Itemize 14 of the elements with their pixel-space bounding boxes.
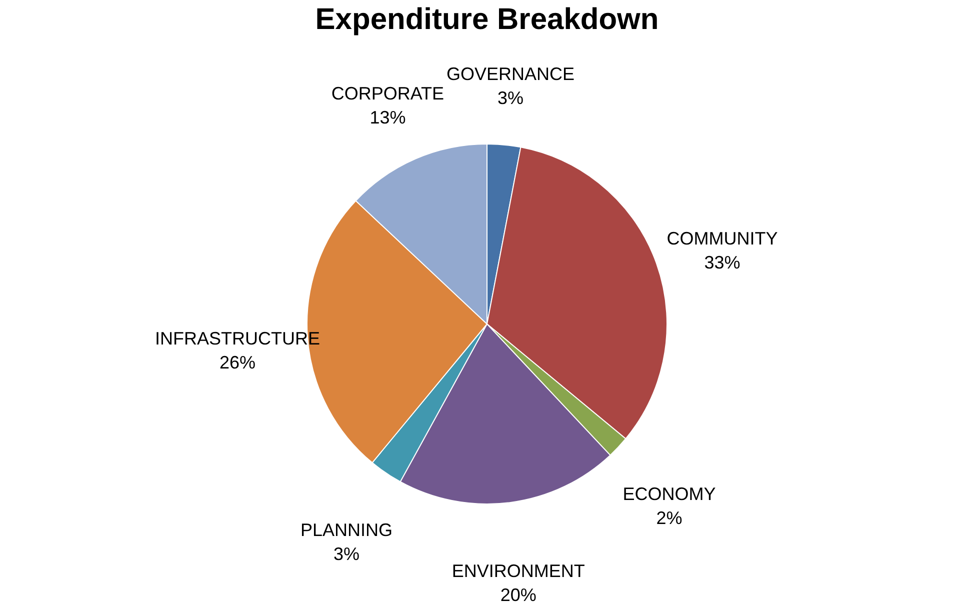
- slice-label: GOVERNANCE: [446, 64, 575, 84]
- data-label: 3%: [333, 544, 360, 564]
- data-label: 33%: [704, 252, 740, 272]
- data-label: 3%: [498, 88, 524, 108]
- slice-label: COMMUNITY: [666, 228, 778, 248]
- slice-label: CORPORATE: [331, 84, 444, 104]
- slice-label: ENVIRONMENT: [452, 561, 585, 582]
- data-label: 26%: [219, 352, 256, 373]
- data-label: 2%: [656, 508, 682, 528]
- slice-label: PLANNING: [300, 520, 392, 540]
- data-label: 20%: [500, 585, 536, 606]
- chart-title: Expenditure Breakdown: [315, 3, 659, 36]
- data-label: 13%: [370, 108, 406, 128]
- slice-label: ECONOMY: [622, 484, 716, 504]
